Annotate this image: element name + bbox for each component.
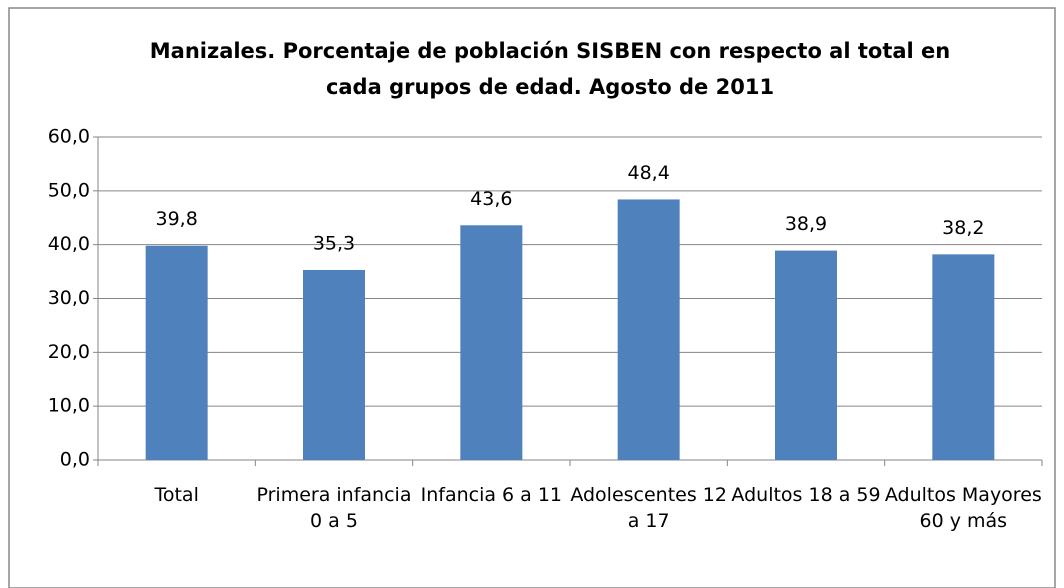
y-tick-label: 50,0 bbox=[48, 179, 90, 201]
x-tick-label: Adultos 18 a 59 bbox=[731, 484, 881, 506]
bar bbox=[303, 269, 365, 460]
chart-title: Manizales. Porcentaje de población SISBE… bbox=[150, 39, 951, 63]
y-tick-label: 0,0 bbox=[60, 449, 90, 471]
bar bbox=[460, 225, 523, 460]
x-tick-label: Infancia 6 a 11 bbox=[420, 484, 563, 506]
chart-title: cada grupos de edad. Agosto de 2011 bbox=[326, 75, 774, 99]
bar bbox=[145, 245, 208, 460]
data-label: 43,6 bbox=[470, 188, 512, 210]
x-tick-label: Total bbox=[154, 484, 199, 506]
x-tick-label: Adolescentes 12 a 17 bbox=[570, 484, 727, 532]
x-tick-label: Primera infancia 0 a 5 bbox=[256, 484, 412, 532]
data-label: 48,4 bbox=[628, 162, 670, 184]
data-label: 38,2 bbox=[942, 217, 984, 239]
bar bbox=[932, 254, 995, 460]
data-label: 39,8 bbox=[156, 208, 198, 230]
y-tick-label: 60,0 bbox=[48, 126, 90, 148]
bar bbox=[617, 199, 680, 461]
x-tick-label: Adultos Mayores 60 y más bbox=[884, 484, 1042, 532]
y-tick-label: 20,0 bbox=[48, 341, 90, 363]
y-tick-label: 10,0 bbox=[48, 395, 90, 417]
y-tick-label: 30,0 bbox=[48, 287, 90, 309]
data-label: 35,3 bbox=[313, 232, 355, 254]
data-label: 38,9 bbox=[785, 213, 827, 235]
y-tick-label: 40,0 bbox=[48, 233, 90, 255]
bar bbox=[775, 250, 837, 460]
